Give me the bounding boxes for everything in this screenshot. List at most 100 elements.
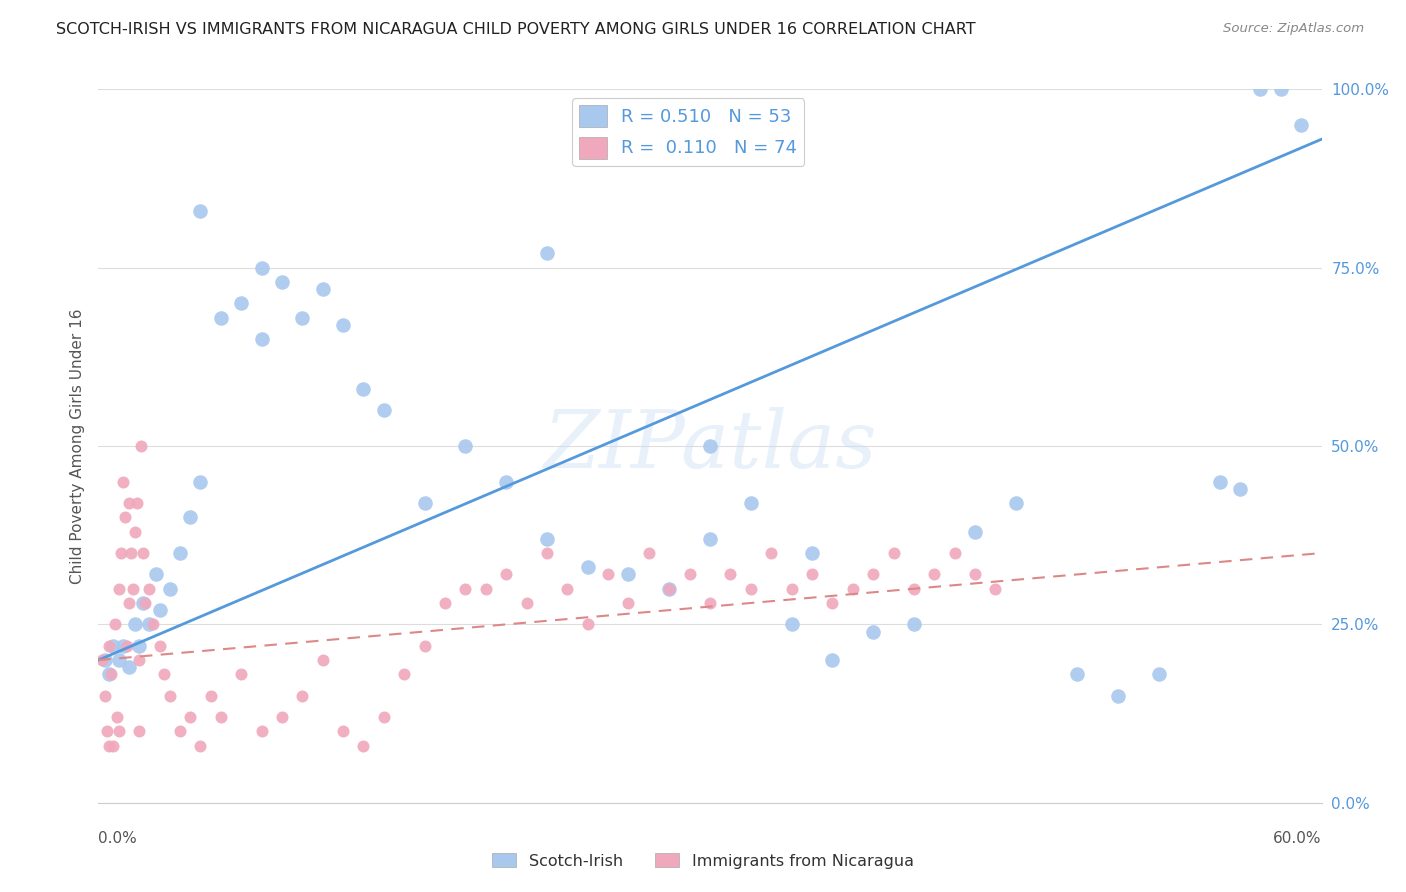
Point bbox=[720, 567, 742, 582]
Point bbox=[115, 639, 138, 653]
Point bbox=[118, 660, 141, 674]
Point bbox=[862, 624, 884, 639]
Point bbox=[142, 617, 165, 632]
Point bbox=[617, 567, 640, 582]
Point bbox=[124, 617, 146, 632]
Point bbox=[699, 439, 721, 453]
Point bbox=[312, 282, 335, 296]
Point bbox=[903, 617, 925, 632]
Point bbox=[128, 639, 150, 653]
Point bbox=[821, 653, 844, 667]
Point bbox=[152, 667, 174, 681]
Point bbox=[104, 617, 127, 632]
Point bbox=[138, 582, 160, 596]
Point bbox=[169, 546, 191, 560]
Point bbox=[801, 567, 824, 582]
Text: 0.0%: 0.0% bbox=[98, 831, 138, 847]
Point bbox=[373, 403, 395, 417]
Text: SCOTCH-IRISH VS IMMIGRANTS FROM NICARAGUA CHILD POVERTY AMONG GIRLS UNDER 16 COR: SCOTCH-IRISH VS IMMIGRANTS FROM NICARAGU… bbox=[56, 22, 976, 37]
Point bbox=[250, 724, 273, 739]
Point bbox=[883, 546, 905, 560]
Point bbox=[658, 582, 681, 596]
Point bbox=[96, 724, 118, 739]
Point bbox=[413, 639, 436, 653]
Point bbox=[127, 496, 149, 510]
Point bbox=[200, 689, 222, 703]
Point bbox=[270, 275, 294, 289]
Point bbox=[965, 567, 987, 582]
Point bbox=[122, 582, 145, 596]
Point bbox=[111, 475, 134, 489]
Point bbox=[413, 496, 436, 510]
Point bbox=[454, 582, 477, 596]
Point bbox=[821, 596, 844, 610]
Point bbox=[433, 596, 456, 610]
Point bbox=[780, 582, 803, 596]
Point bbox=[100, 667, 122, 681]
Point bbox=[101, 639, 124, 653]
Point bbox=[780, 617, 803, 632]
Point bbox=[658, 582, 681, 596]
Point bbox=[841, 582, 863, 596]
Point bbox=[332, 318, 354, 332]
Point bbox=[1147, 667, 1170, 681]
Point bbox=[231, 296, 253, 310]
Point bbox=[118, 596, 141, 610]
Point bbox=[1107, 689, 1129, 703]
Point bbox=[965, 524, 987, 539]
Point bbox=[114, 510, 136, 524]
Point bbox=[903, 582, 925, 596]
Point bbox=[179, 510, 201, 524]
Point bbox=[943, 546, 966, 560]
Point bbox=[373, 710, 395, 724]
Y-axis label: Child Poverty Among Girls Under 16: Child Poverty Among Girls Under 16 bbox=[69, 309, 84, 583]
Point bbox=[617, 596, 640, 610]
Point bbox=[179, 710, 201, 724]
Point bbox=[188, 475, 212, 489]
Point bbox=[250, 332, 273, 346]
Point bbox=[638, 546, 661, 560]
Legend: Scotch-Irish, Immigrants from Nicaragua: Scotch-Irish, Immigrants from Nicaragua bbox=[486, 847, 920, 875]
Point bbox=[128, 653, 150, 667]
Point bbox=[149, 639, 172, 653]
Point bbox=[188, 203, 212, 218]
Point bbox=[108, 653, 131, 667]
Point bbox=[132, 546, 155, 560]
Point bbox=[209, 310, 232, 325]
Point bbox=[576, 560, 599, 574]
Point bbox=[129, 439, 152, 453]
Point bbox=[1249, 82, 1271, 96]
Point bbox=[138, 617, 160, 632]
Point bbox=[91, 653, 114, 667]
Point bbox=[93, 653, 115, 667]
Point bbox=[352, 382, 374, 396]
Point bbox=[699, 596, 721, 610]
Point bbox=[474, 582, 498, 596]
Point bbox=[291, 310, 314, 325]
Point bbox=[145, 567, 167, 582]
Point bbox=[209, 710, 232, 724]
Point bbox=[801, 546, 824, 560]
Point bbox=[120, 546, 142, 560]
Point bbox=[169, 724, 191, 739]
Point bbox=[679, 567, 702, 582]
Point bbox=[332, 724, 354, 739]
Point bbox=[231, 667, 253, 681]
Point bbox=[454, 439, 477, 453]
Point bbox=[159, 689, 181, 703]
Point bbox=[922, 567, 945, 582]
Point bbox=[516, 596, 538, 610]
Point bbox=[759, 546, 782, 560]
Point bbox=[557, 582, 579, 596]
Point bbox=[352, 739, 374, 753]
Text: ZIPatlas: ZIPatlas bbox=[543, 408, 877, 484]
Point bbox=[576, 617, 599, 632]
Point bbox=[699, 532, 721, 546]
Point bbox=[1291, 118, 1313, 132]
Point bbox=[1270, 82, 1292, 96]
Point bbox=[124, 524, 146, 539]
Point bbox=[291, 689, 314, 703]
Point bbox=[984, 582, 1007, 596]
Point bbox=[536, 532, 558, 546]
Point bbox=[101, 739, 124, 753]
